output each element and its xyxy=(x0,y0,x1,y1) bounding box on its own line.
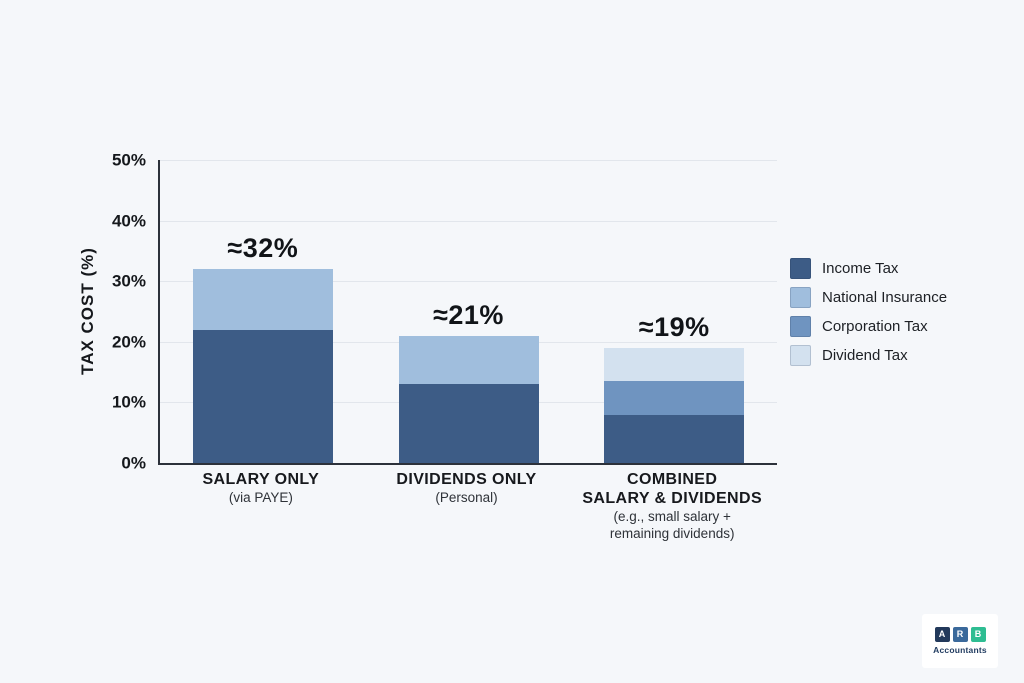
bar-1 xyxy=(192,269,333,463)
legend-item-national-insurance: National Insurance xyxy=(790,287,947,308)
logo-caption: Accountants xyxy=(933,645,987,655)
logo-letter-a: A xyxy=(934,627,950,642)
y-tick-label: 0% xyxy=(121,453,146,473)
arb-accountants-logo: A R B Accountants xyxy=(922,614,998,668)
bar-slot-2: ≈21% xyxy=(366,160,572,463)
x-sublabel-line: (via PAYE) xyxy=(228,489,293,505)
y-tick-label: 40% xyxy=(111,211,146,231)
gridline-30 xyxy=(160,281,777,283)
legend-item-dividend-tax: Dividend Tax xyxy=(790,345,947,366)
x-sublabel-line: remaining dividends) xyxy=(609,525,735,541)
x-axis-labels: SALARY ONLY (via PAYE) DIVIDENDS ONLY (Pers… xyxy=(158,471,775,543)
bar-annotation: ≈21% xyxy=(433,299,504,330)
legend-label: Income Tax xyxy=(822,260,899,277)
legend-label: Corporation Tax xyxy=(822,318,928,335)
bar-slot-1: ≈32% xyxy=(160,160,366,463)
gridline-40 xyxy=(160,220,777,222)
gridline-50 xyxy=(160,160,777,161)
x-label-line: COMBINED xyxy=(627,471,718,488)
bar-2 xyxy=(398,335,539,463)
x-tick-label-2: DIVIDENDS ONLY (Personal) xyxy=(364,471,570,543)
bars-layer: ≈32% ≈21% ≈19% xyxy=(160,160,777,463)
bar-segment-income-tax xyxy=(192,329,333,463)
bar-segment-income-tax xyxy=(398,384,539,463)
logo-squares: A R B xyxy=(934,627,986,642)
x-label-line: DIVIDENDS ONLY xyxy=(396,471,537,488)
bar-annotation: ≈32% xyxy=(227,233,299,264)
legend-label: National Insurance xyxy=(822,289,948,306)
x-sublabel-line: (Personal) xyxy=(435,489,498,505)
bar-segment-national-insurance xyxy=(398,335,539,385)
bar-segment-income-tax xyxy=(604,414,745,463)
y-axis-ticks: 0% 10% 20% 30% 40% 50% xyxy=(0,152,146,472)
x-label-line: SALARY ONLY xyxy=(202,471,320,488)
legend-swatch xyxy=(790,258,811,279)
logo-letter-b: B xyxy=(970,627,986,642)
y-tick-label: 30% xyxy=(111,271,146,291)
y-tick-label: 50% xyxy=(111,150,146,170)
bar-annotation: ≈19% xyxy=(638,311,710,342)
plot-area: ≈32% ≈21% ≈19% xyxy=(158,160,777,465)
legend-label: Dividend Tax xyxy=(822,347,908,364)
legend-swatch xyxy=(790,287,811,308)
legend-swatch xyxy=(790,345,811,366)
legend-swatch xyxy=(790,316,811,337)
bar-segment-national-insurance xyxy=(192,269,333,330)
x-tick-label-1: SALARY ONLY (via PAYE) xyxy=(158,471,364,543)
x-label-line: SALARY & DIVIDENDS xyxy=(582,489,763,507)
legend-item-corporation-tax: Corporation Tax xyxy=(790,316,947,337)
legend-item-income-tax: Income Tax xyxy=(790,258,947,279)
bar-slot-3: ≈19% xyxy=(571,160,777,463)
logo-letter-r: R xyxy=(952,627,968,642)
bar-segment-dividend-tax xyxy=(604,347,745,382)
x-tick-label-3: COMBINED SALARY & DIVIDENDS (e.g., small s… xyxy=(569,471,775,543)
y-tick-label: 20% xyxy=(111,332,146,352)
bar-segment-corporation-tax xyxy=(604,381,745,415)
bar-3 xyxy=(604,347,745,463)
legend: Income Tax National Insurance Corporation … xyxy=(790,258,947,374)
y-tick-label: 10% xyxy=(111,392,146,412)
x-sublabel-line: (e.g., small salary + xyxy=(613,508,731,524)
